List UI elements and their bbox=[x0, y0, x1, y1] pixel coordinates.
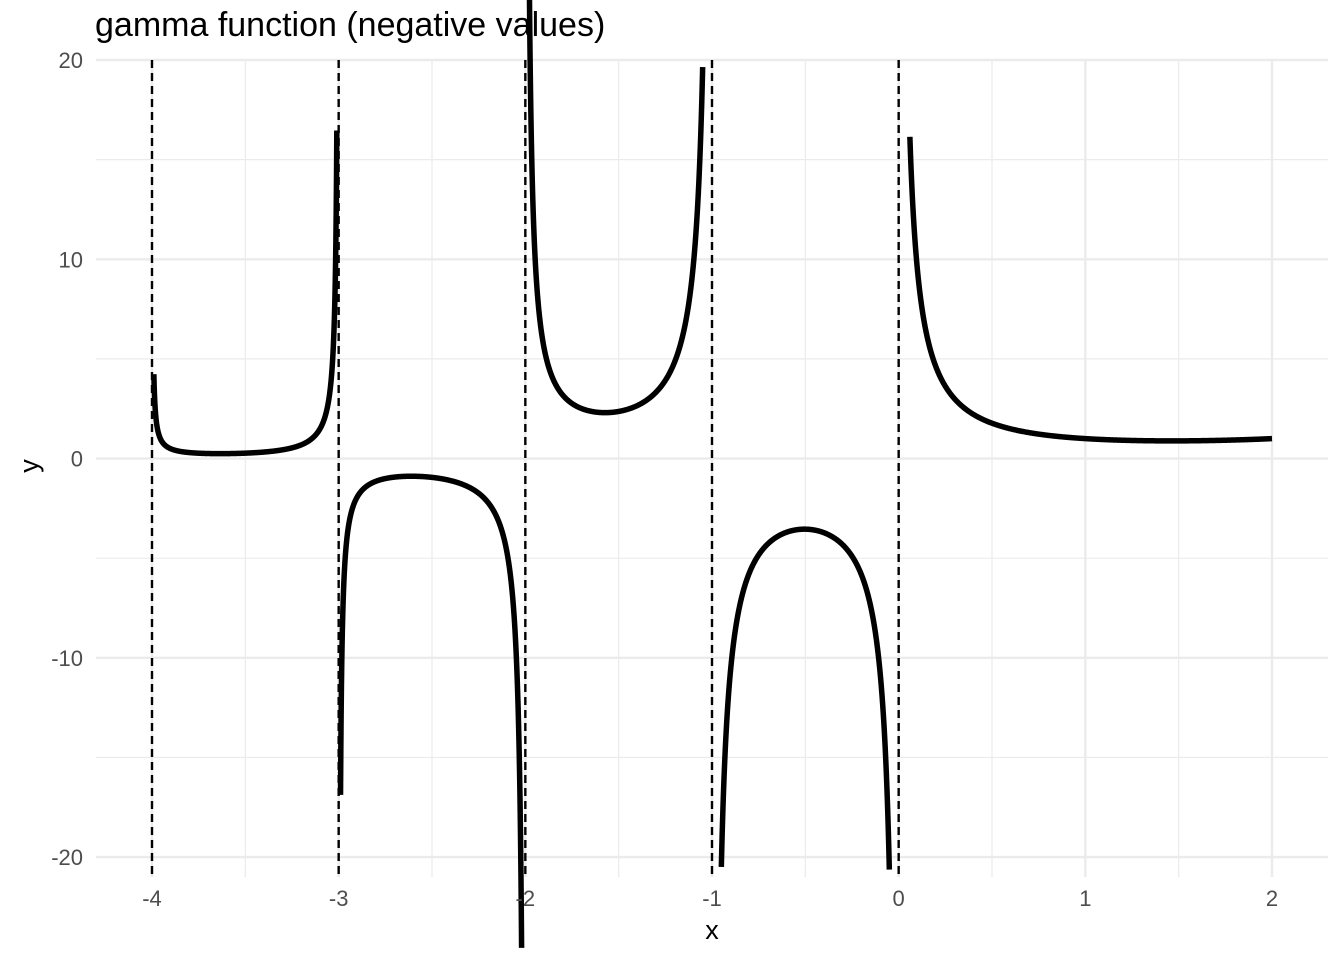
x-tick-label: -4 bbox=[142, 886, 162, 911]
x-tick-label: -1 bbox=[702, 886, 722, 911]
gamma-branch-5 bbox=[907, 136, 1275, 444]
x-tick-label: 2 bbox=[1266, 886, 1278, 911]
y-tick-labels: -20 -10 0 10 20 bbox=[51, 48, 83, 870]
gamma-branch-1 bbox=[151, 130, 340, 457]
y-axis-title: y bbox=[14, 459, 44, 473]
y-tick-label: 20 bbox=[59, 48, 83, 73]
y-tick-label: -10 bbox=[51, 646, 83, 671]
x-tick-label: -3 bbox=[329, 886, 349, 911]
y-tick-label: 10 bbox=[59, 247, 83, 272]
series-lines bbox=[151, 0, 1275, 948]
asymptote-lines bbox=[150, 60, 900, 877]
x-axis-title: x bbox=[705, 915, 719, 945]
gamma-branch-4 bbox=[718, 526, 893, 870]
y-tick-label: -20 bbox=[51, 845, 83, 870]
chart-title: gamma function (negative values) bbox=[95, 6, 606, 44]
x-tick-labels: -4 -3 -2 -1 0 1 2 bbox=[142, 886, 1278, 911]
x-tick-label: 0 bbox=[893, 886, 905, 911]
gamma-branch-2 bbox=[337, 473, 525, 948]
x-tick-label: -2 bbox=[516, 886, 536, 911]
gamma-branch-3 bbox=[526, 0, 706, 416]
y-tick-label: 0 bbox=[71, 447, 83, 472]
x-tick-label: 1 bbox=[1079, 886, 1091, 911]
